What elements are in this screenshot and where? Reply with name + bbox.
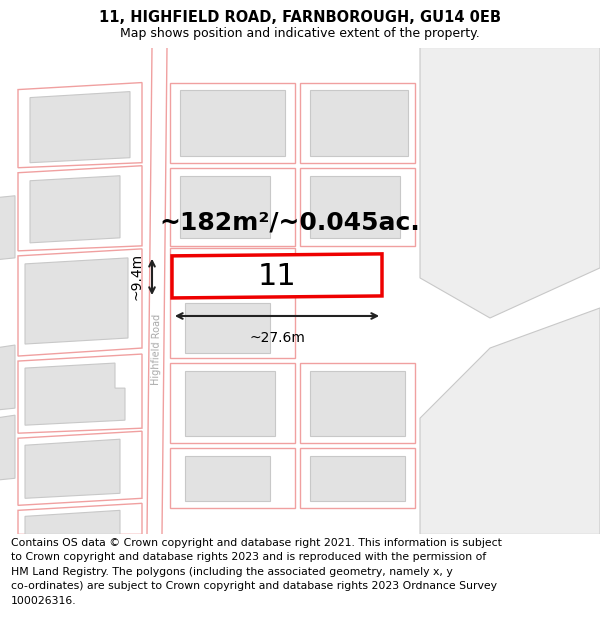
Polygon shape — [147, 48, 167, 534]
Polygon shape — [30, 92, 130, 162]
Polygon shape — [172, 254, 382, 298]
Polygon shape — [310, 456, 405, 501]
Text: 11: 11 — [257, 262, 296, 291]
Polygon shape — [185, 371, 275, 436]
Polygon shape — [310, 176, 400, 238]
Polygon shape — [0, 196, 15, 260]
Polygon shape — [25, 511, 120, 534]
Polygon shape — [0, 345, 15, 410]
Text: ~182m²/~0.045ac.: ~182m²/~0.045ac. — [160, 211, 421, 235]
Polygon shape — [180, 89, 285, 156]
Polygon shape — [0, 415, 15, 480]
Polygon shape — [30, 176, 120, 243]
Polygon shape — [420, 48, 600, 318]
Polygon shape — [25, 363, 125, 425]
Polygon shape — [185, 456, 270, 501]
Text: Highfield Road: Highfield Road — [151, 314, 163, 385]
Polygon shape — [180, 176, 270, 238]
Polygon shape — [420, 308, 600, 534]
Polygon shape — [310, 371, 405, 436]
Polygon shape — [185, 303, 270, 353]
Text: 11, HIGHFIELD ROAD, FARNBOROUGH, GU14 0EB: 11, HIGHFIELD ROAD, FARNBOROUGH, GU14 0E… — [99, 9, 501, 24]
Polygon shape — [25, 439, 120, 498]
Text: ~9.4m: ~9.4m — [129, 253, 143, 301]
Text: Contains OS data © Crown copyright and database right 2021. This information is : Contains OS data © Crown copyright and d… — [11, 538, 502, 606]
Polygon shape — [310, 89, 408, 156]
Text: Map shows position and indicative extent of the property.: Map shows position and indicative extent… — [120, 28, 480, 41]
Polygon shape — [25, 258, 128, 344]
Text: ~27.6m: ~27.6m — [249, 331, 305, 345]
